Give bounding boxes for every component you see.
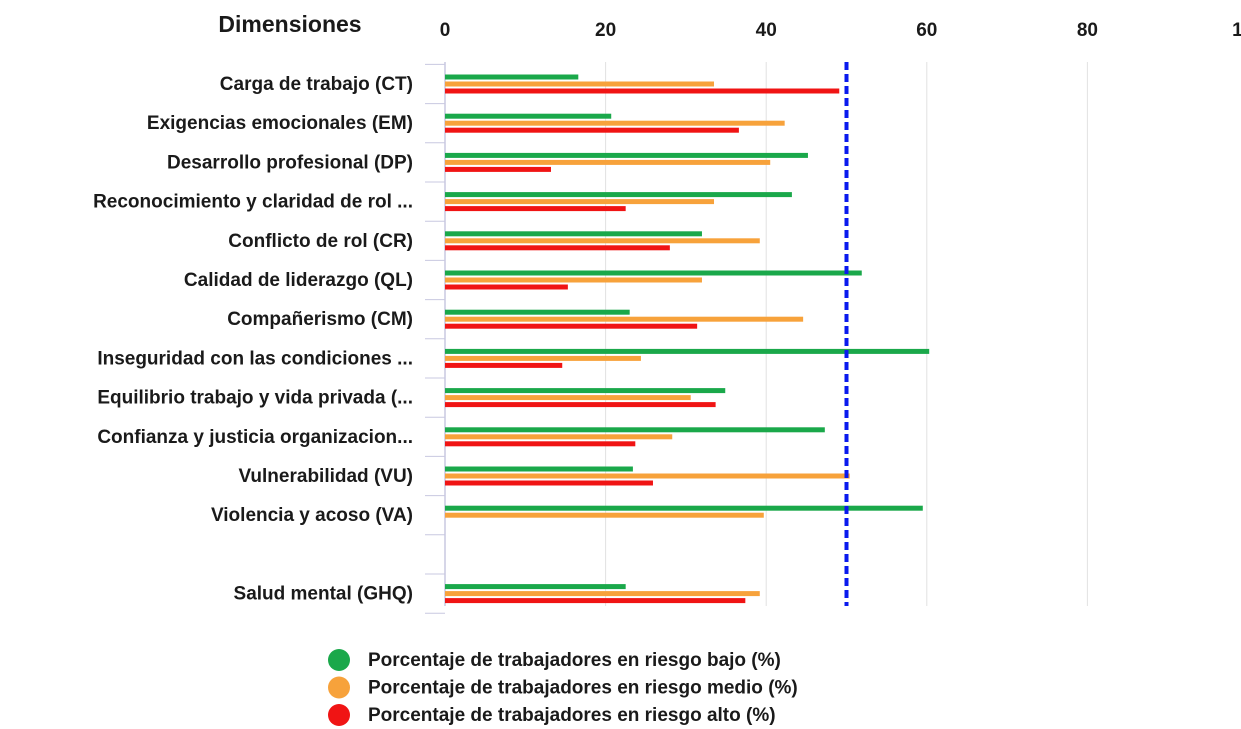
- bar: [445, 598, 746, 604]
- bar: [445, 113, 612, 119]
- bar: [445, 120, 785, 126]
- y-tick-label: Exigencias emocionales (EM): [147, 113, 413, 134]
- x-tick-label: 0: [440, 20, 451, 41]
- legend-marker: [328, 649, 350, 671]
- bar: [445, 473, 850, 479]
- bar: [445, 192, 792, 198]
- x-tick-label: 20: [595, 20, 616, 41]
- bar: [445, 316, 804, 322]
- y-tick-label: Violencia y acoso (VA): [211, 505, 413, 526]
- x-tick-label: 100: [1232, 20, 1241, 41]
- bar: [445, 402, 716, 408]
- y-tick-label: Conflicto de rol (CR): [228, 231, 413, 252]
- bar: [445, 480, 653, 486]
- bar: [445, 277, 702, 283]
- bar: [445, 245, 670, 251]
- y-tick-label: Confianza y justicia organizacion...: [97, 427, 413, 448]
- bar: [445, 434, 673, 440]
- y-tick-label: Compañerismo (CM): [227, 309, 413, 330]
- bar: [445, 591, 760, 597]
- bar: [445, 166, 551, 172]
- bar: [445, 427, 825, 433]
- y-tick-label: Vulnerabilidad (VU): [238, 466, 413, 487]
- bar: [445, 81, 715, 87]
- legend-marker: [328, 704, 350, 726]
- y-tick-label: Calidad de liderazgo (QL): [184, 270, 413, 291]
- bar: [445, 512, 764, 518]
- bar: [445, 88, 840, 94]
- bar: [445, 238, 760, 244]
- bar: [445, 584, 626, 590]
- bar: [445, 270, 862, 276]
- bar: [445, 355, 641, 361]
- x-tick-label: 60: [916, 20, 937, 41]
- bar: [445, 323, 698, 329]
- bar: [445, 127, 739, 133]
- x-tick-label: 80: [1077, 20, 1098, 41]
- bar: [445, 284, 568, 290]
- bar: [445, 309, 630, 315]
- y-tick-label: Inseguridad con las condiciones ...: [97, 348, 413, 369]
- bar: [445, 388, 726, 394]
- bar: [445, 74, 579, 80]
- bar: [445, 348, 930, 354]
- bar: [445, 159, 771, 165]
- bar: [445, 199, 715, 205]
- bar: [445, 395, 691, 401]
- y-tick-label: Salud mental (GHQ): [234, 584, 413, 605]
- legend-label: Porcentaje de trabajadores en riesgo alt…: [368, 705, 776, 726]
- y-tick-label: Carga de trabajo (CT): [220, 74, 413, 95]
- bar: [445, 505, 923, 511]
- legend-marker: [328, 676, 350, 699]
- bar: [445, 441, 636, 447]
- bar: [445, 466, 633, 472]
- legend-label: Porcentaje de trabajadores en riesgo med…: [368, 678, 798, 699]
- y-tick-label: Desarrollo profesional (DP): [167, 152, 413, 173]
- axis-title: Dimensiones: [218, 11, 361, 37]
- bar: [445, 206, 626, 212]
- y-tick-label: Equilibrio trabajo y vida privada (...: [97, 388, 413, 409]
- legend-label: Porcentaje de trabajadores en riesgo baj…: [368, 650, 781, 671]
- bar: [445, 362, 563, 368]
- y-tick-label: Reconocimiento y claridad de rol ...: [93, 192, 413, 213]
- x-tick-label: 40: [756, 20, 777, 41]
- bar: [445, 152, 808, 158]
- bar: [445, 231, 702, 237]
